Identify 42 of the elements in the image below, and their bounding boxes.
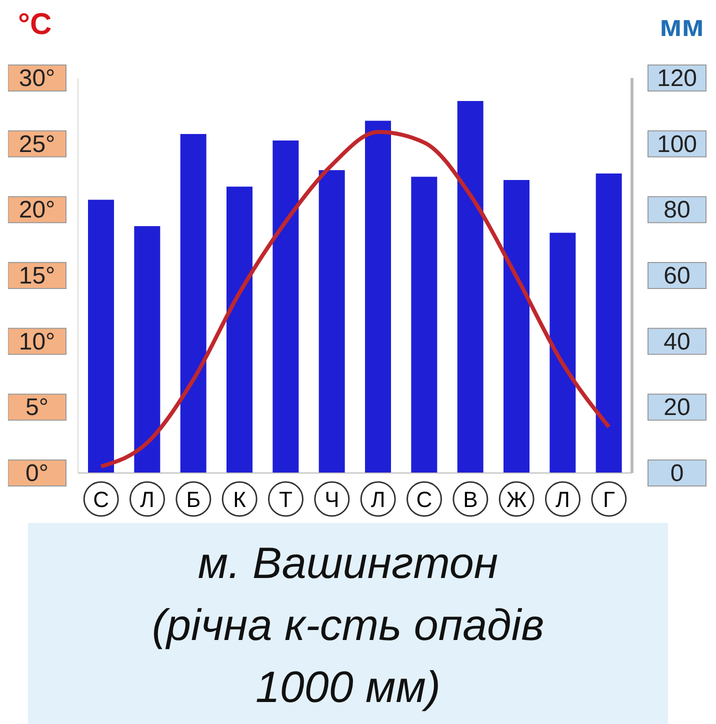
y-tick-label: 20° [18,196,56,224]
bar [550,232,576,473]
y-tick-label: 30° [18,65,56,92]
bar [504,180,530,473]
y2-tick-label: 80 [664,196,690,224]
y2-tick-label: 60 [664,262,690,290]
x-tick-label: С [93,487,110,512]
x-tick-label: Л [140,487,154,512]
y-tick-label: 0° [26,460,48,487]
line-series [99,130,611,468]
x-tick-label: К [233,487,246,512]
bar [411,176,438,473]
bar [318,170,345,473]
bar [272,140,299,473]
x-tick-label: Т [279,487,292,512]
y2-tick-label: 40 [664,328,690,356]
y-tick-label: 5° [26,394,48,422]
x-tick-label: Б [186,487,201,512]
y-tick-label: 25° [18,130,56,158]
x-tick-label: Ч [324,487,340,512]
y2-tick-label: 0 [670,460,684,487]
text: м. Вашингтон (річна к-сть опадів 1000 мм) [150,538,546,714]
x-tick-label: Ж [506,487,528,512]
bar [457,101,484,473]
y2-tick-label: 20 [664,394,690,422]
bar [596,173,622,473]
x-tick-label: С [416,487,432,512]
y-tick-label: 15° [18,262,56,290]
bar [180,134,206,473]
x-tick-label: Л [370,487,386,512]
y2-axis-title: мм [660,10,704,44]
bar [88,200,114,473]
bar [134,226,160,473]
x-tick-label: Г [602,487,615,512]
x-tick-label: В [463,487,478,512]
bar [226,186,252,473]
y2-tick-label: 120 [656,65,698,92]
y-tick-label: 10° [18,328,56,356]
x-tick-label: Л [556,487,570,512]
bar [365,120,391,473]
y-axis-title: °C [18,8,52,42]
y2-tick-label: 100 [656,130,698,158]
